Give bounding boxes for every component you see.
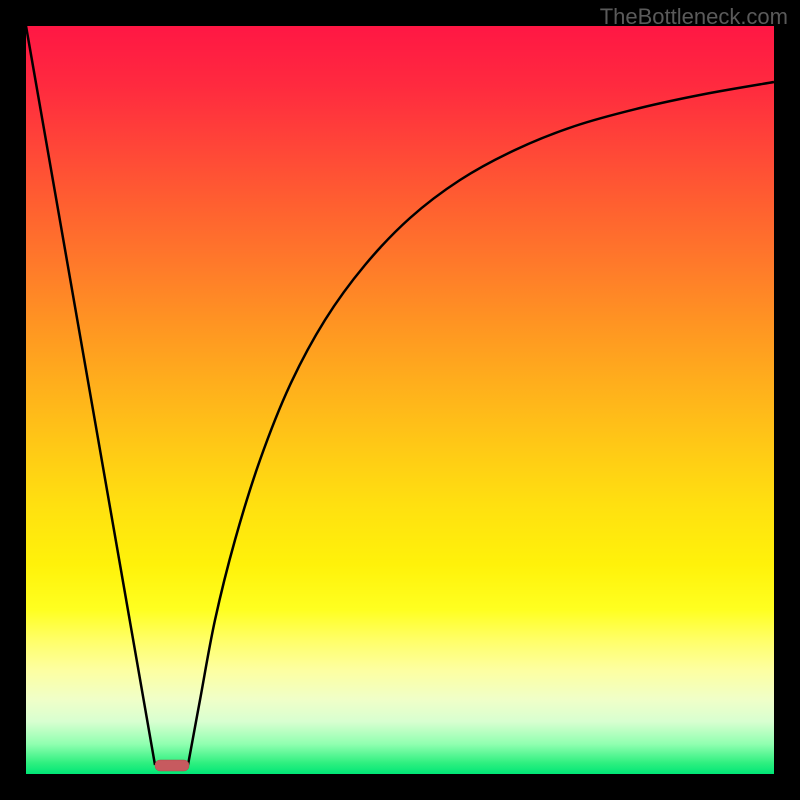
bottleneck-chart: TheBottleneck.com xyxy=(0,0,800,800)
watermark-text: TheBottleneck.com xyxy=(600,4,788,30)
optimal-marker xyxy=(155,760,189,771)
chart-svg xyxy=(0,0,800,800)
